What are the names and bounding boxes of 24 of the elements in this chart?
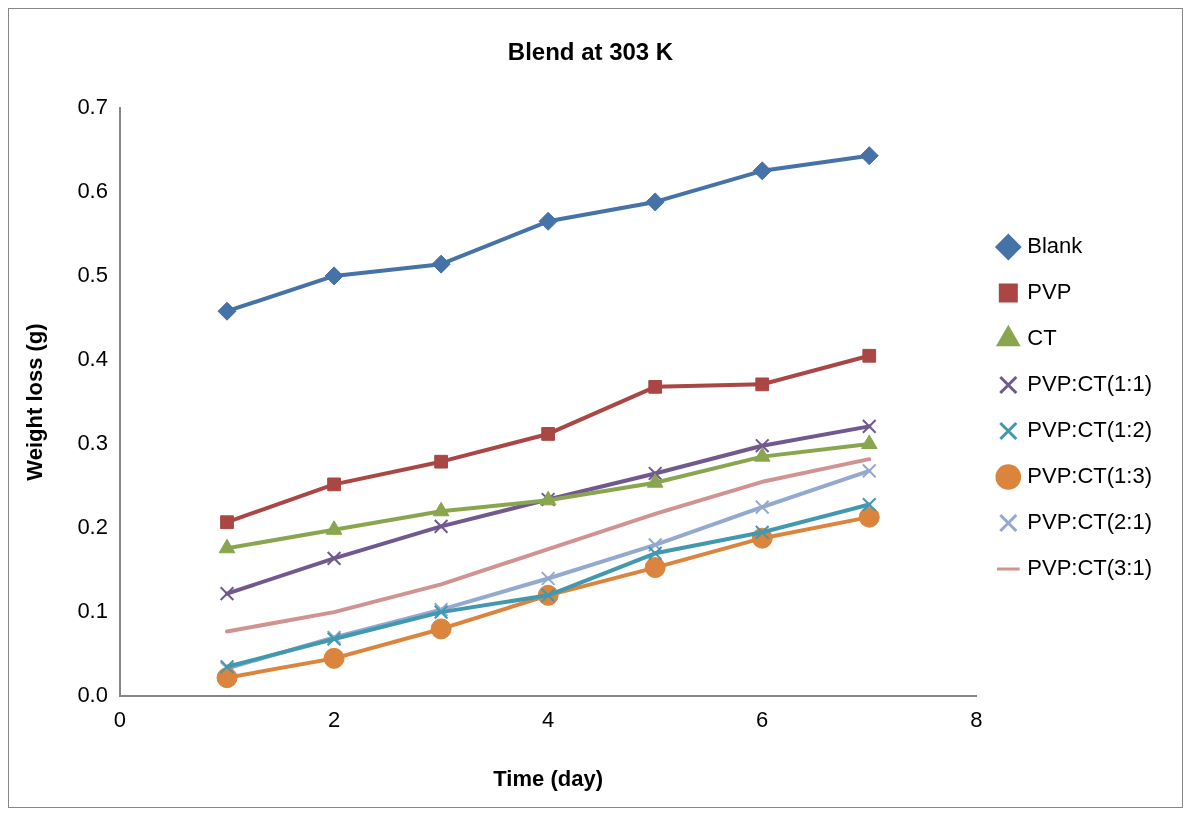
legend-label: PVP:CT(3:1): [1027, 555, 1153, 581]
legend-label: PVP:CT(1:3): [1027, 463, 1153, 489]
y-tick-label: 0.4: [77, 346, 108, 372]
y-tick-label: 0.0: [77, 682, 108, 708]
y-axis-title: Weight loss (g): [22, 323, 48, 481]
legend-label: Blank: [1027, 233, 1084, 259]
chart-title: Blend at 303 K: [507, 38, 674, 66]
y-tick-label: 0.6: [77, 177, 108, 203]
x-tick-label: 8: [970, 707, 983, 733]
y-tick-label: 0.1: [77, 598, 108, 624]
y-tick-label: 0.3: [77, 430, 108, 456]
x-tick-label: 0: [113, 707, 127, 733]
legend-label: PVP:CT(1:1): [1027, 371, 1153, 397]
legend-label: PVP:CT(2:1): [1027, 509, 1153, 535]
x-tick-label: 6: [756, 707, 769, 733]
x-axis-title: Time (day): [493, 765, 603, 791]
y-tick-label: 0.7: [77, 93, 108, 119]
x-tick-label: 2: [327, 707, 341, 733]
y-tick-label: 0.5: [77, 261, 108, 287]
y-tick-label: 0.2: [77, 514, 108, 540]
legend-label: CT: [1027, 325, 1057, 351]
legend-label: PVP:CT(1:2): [1027, 417, 1153, 443]
x-tick-label: 4: [542, 707, 555, 733]
legend-label: PVP: [1027, 279, 1072, 305]
